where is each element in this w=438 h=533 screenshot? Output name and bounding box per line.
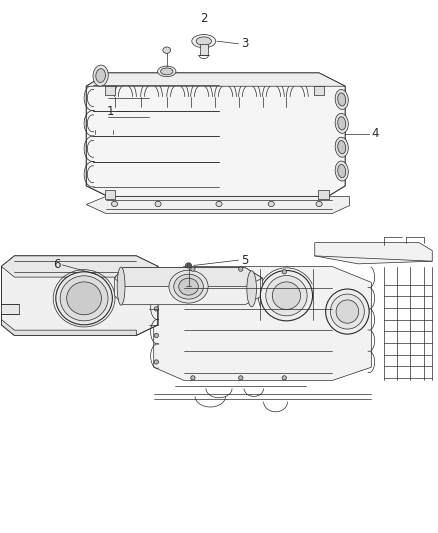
Polygon shape: [1, 256, 158, 277]
Ellipse shape: [161, 68, 173, 75]
Polygon shape: [115, 268, 262, 287]
Ellipse shape: [272, 282, 300, 310]
Ellipse shape: [239, 267, 243, 271]
Ellipse shape: [174, 274, 203, 299]
Ellipse shape: [192, 35, 216, 48]
Polygon shape: [86, 197, 350, 214]
Ellipse shape: [336, 300, 359, 323]
Ellipse shape: [169, 270, 208, 303]
Polygon shape: [86, 73, 345, 197]
Ellipse shape: [335, 161, 348, 181]
Ellipse shape: [196, 37, 212, 45]
Ellipse shape: [96, 69, 106, 83]
Text: 6: 6: [53, 259, 60, 271]
Ellipse shape: [187, 264, 190, 267]
Ellipse shape: [179, 278, 198, 295]
Ellipse shape: [335, 137, 348, 157]
Ellipse shape: [266, 276, 307, 316]
Ellipse shape: [154, 307, 159, 311]
Text: 5: 5: [241, 254, 248, 266]
Ellipse shape: [282, 270, 286, 274]
Bar: [105, 190, 116, 199]
Polygon shape: [200, 44, 208, 55]
Ellipse shape: [335, 114, 348, 133]
Ellipse shape: [260, 270, 313, 321]
Ellipse shape: [155, 201, 161, 207]
Text: 1: 1: [107, 104, 115, 118]
Polygon shape: [1, 319, 136, 335]
Ellipse shape: [338, 165, 346, 177]
Bar: [314, 86, 324, 95]
Ellipse shape: [60, 276, 108, 321]
Polygon shape: [154, 266, 371, 381]
Ellipse shape: [338, 117, 346, 130]
Polygon shape: [115, 268, 262, 305]
Ellipse shape: [67, 282, 102, 315]
Ellipse shape: [216, 201, 222, 207]
Polygon shape: [315, 243, 432, 264]
Ellipse shape: [247, 271, 256, 307]
Text: 3: 3: [241, 37, 248, 50]
Ellipse shape: [93, 65, 108, 86]
Ellipse shape: [191, 267, 195, 271]
Ellipse shape: [325, 289, 369, 334]
Ellipse shape: [282, 376, 286, 380]
Ellipse shape: [117, 267, 125, 305]
Ellipse shape: [335, 90, 348, 109]
Ellipse shape: [163, 47, 171, 53]
Ellipse shape: [338, 141, 346, 154]
Ellipse shape: [158, 66, 176, 77]
Text: 2: 2: [200, 12, 208, 25]
Ellipse shape: [185, 263, 191, 268]
Text: 4: 4: [371, 127, 379, 140]
Ellipse shape: [56, 272, 113, 325]
Polygon shape: [86, 73, 345, 86]
Ellipse shape: [239, 376, 243, 380]
Bar: [318, 190, 328, 199]
Ellipse shape: [154, 333, 159, 337]
Polygon shape: [1, 304, 19, 314]
Bar: [105, 86, 116, 95]
Ellipse shape: [338, 93, 346, 106]
Ellipse shape: [316, 201, 322, 207]
Ellipse shape: [112, 201, 117, 207]
Ellipse shape: [191, 376, 195, 380]
Ellipse shape: [154, 360, 159, 364]
Ellipse shape: [268, 201, 274, 207]
Ellipse shape: [330, 294, 364, 329]
Polygon shape: [1, 256, 158, 335]
